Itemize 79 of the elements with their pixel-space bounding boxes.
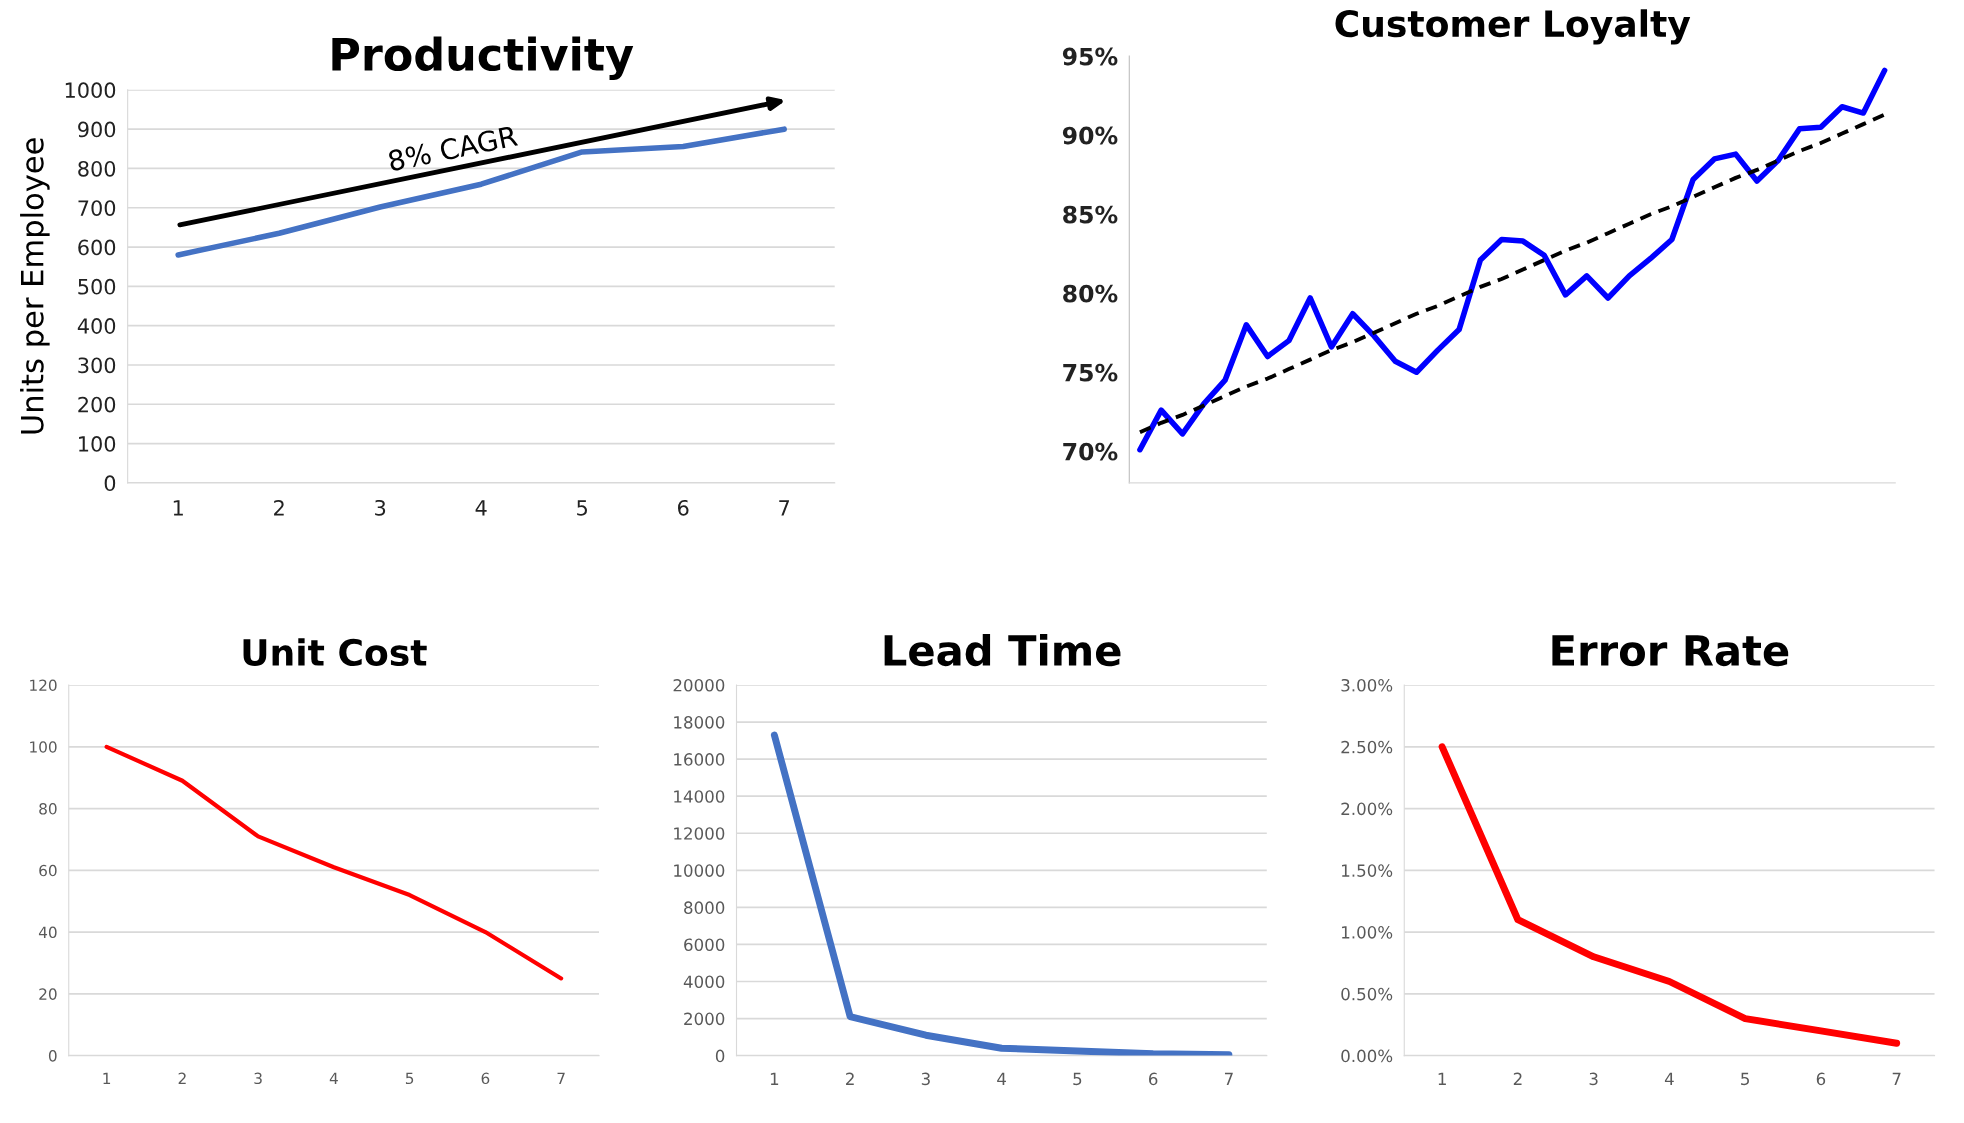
y-tick-label: 20: [39, 988, 57, 1000]
y-tick-label: 1.00%: [1342, 926, 1393, 939]
y-tick-label: 90%: [1062, 126, 1118, 145]
x-tick-label: 5: [405, 1072, 414, 1085]
y-tick-label: 0.50%: [1341, 987, 1393, 1001]
y-tick-label: 2000: [684, 1012, 725, 1026]
line-series: [104, 744, 564, 981]
y-tick-label: 10000: [674, 864, 725, 877]
chart-title: Productivity: [332, 36, 634, 80]
y-tick-label: 12000: [674, 827, 725, 840]
y-tick-label: 70%: [1063, 442, 1118, 461]
x-tick-label: 1: [103, 1072, 111, 1084]
y-tick-label: 1.50%: [1342, 864, 1393, 877]
x-tick-label: 7: [1224, 1072, 1233, 1085]
y-tick-label: 75%: [1063, 363, 1118, 382]
x-tick-label: 3: [254, 1072, 262, 1085]
chart-title: Error Rate: [1552, 635, 1789, 667]
annotation: 8% CAGR: [387, 124, 519, 172]
x-tick-label: 4: [475, 500, 487, 516]
x-tick-label: 1: [1438, 1072, 1446, 1085]
y-tick-label: 1000: [65, 82, 116, 99]
x-tick-label: 5: [577, 500, 587, 516]
y-tick-label: 100: [79, 436, 116, 452]
x-tick-label: 7: [1892, 1072, 1901, 1085]
x-tick-label: 2: [274, 499, 284, 516]
y-tick-label: 80: [39, 803, 57, 815]
x-tick-label: 3: [1589, 1072, 1598, 1086]
x-tick-label: 3: [921, 1072, 930, 1086]
y-tick-label: 0: [715, 1049, 725, 1063]
y-tick-label: 60: [39, 864, 57, 877]
chart-title: Customer Loyalty: [1335, 9, 1691, 45]
x-tick-label: 4: [997, 1072, 1007, 1085]
y-tick-label: 200: [78, 396, 116, 413]
y-tick-label: 6000: [684, 938, 725, 952]
x-tick-label: 2: [178, 1072, 186, 1084]
x-tick-label: 5: [1741, 1072, 1749, 1086]
x-tick-label: 4: [329, 1072, 338, 1084]
y-tick-label: 400: [77, 318, 116, 334]
y-tick-label: 900: [78, 121, 116, 138]
chart-title: Unit Cost: [243, 638, 427, 667]
x-tick-label: 2: [1513, 1072, 1522, 1085]
y-tick-label: 85%: [1063, 205, 1118, 224]
y-tick-label: 2.50%: [1341, 740, 1393, 754]
x-tick-label: 5: [1073, 1072, 1082, 1086]
x-tick-label: 6: [1149, 1072, 1158, 1086]
y-tick-label: 2.00%: [1341, 802, 1393, 816]
y-tick-label: 16000: [674, 753, 725, 766]
x-tick-label: 1: [770, 1072, 779, 1085]
y-tick-label: 0: [104, 475, 116, 492]
y-tick-label: 0.00%: [1341, 1049, 1393, 1063]
y-tick-label: 120: [30, 679, 57, 692]
y-tick-label: 3.00%: [1341, 678, 1393, 692]
y-tick-label: 95%: [1062, 47, 1118, 66]
x-tick-label: 6: [678, 499, 689, 516]
y-tick-label: 600: [78, 239, 116, 256]
y-tick-label: 100: [30, 741, 57, 753]
y-axis-title: Units per Employee: [20, 138, 50, 434]
y-tick-label: 20000: [673, 678, 725, 692]
x-tick-label: 6: [481, 1072, 490, 1085]
y-tick-label: 0: [48, 1050, 57, 1062]
y-tick-label: 300: [78, 357, 116, 374]
y-tick-label: 500: [78, 278, 116, 295]
chart-title: Lead Time: [884, 633, 1121, 667]
x-tick-label: 3: [375, 499, 386, 516]
x-tick-label: 6: [1816, 1072, 1826, 1086]
y-tick-label: 18000: [674, 716, 725, 729]
x-tick-label: 7: [779, 500, 790, 516]
x-tick-label: 2: [846, 1072, 854, 1085]
y-tick-label: 700: [78, 200, 116, 216]
x-tick-label: 1: [173, 500, 183, 516]
y-tick-label: 800: [78, 160, 116, 177]
y-tick-label: 14000: [674, 790, 725, 803]
y-tick-label: 40: [38, 926, 57, 939]
y-tick-label: 4000: [683, 975, 725, 989]
x-tick-label: 7: [557, 1072, 565, 1084]
y-tick-label: 80%: [1063, 284, 1118, 303]
y-tick-label: 8000: [684, 901, 725, 914]
x-tick-label: 4: [1664, 1072, 1674, 1085]
line-series: [1137, 112, 1887, 435]
